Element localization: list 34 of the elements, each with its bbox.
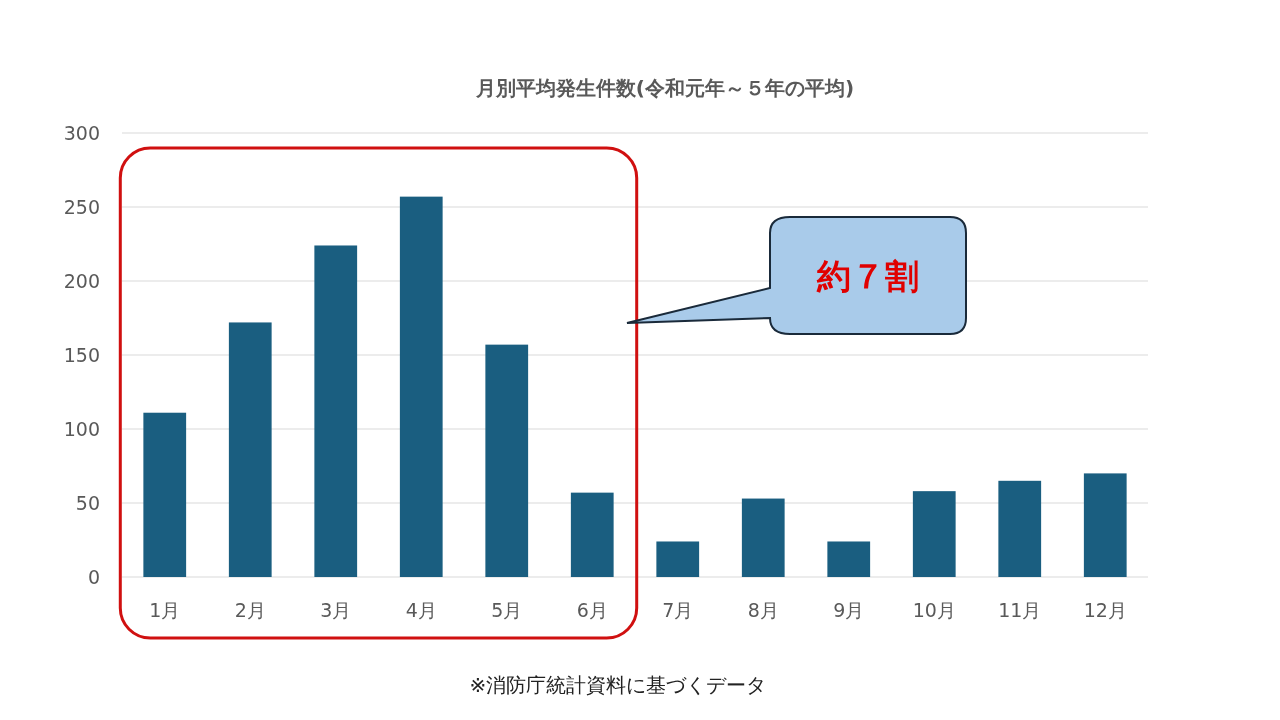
y-tick-label: 100: [63, 417, 100, 440]
bar: [912, 491, 956, 577]
y-tick-label: 300: [63, 121, 100, 144]
text: ※消防庁統計資料に基づくデータ: [469, 673, 767, 697]
x-tick-label: 8月: [747, 599, 779, 621]
bar: [228, 322, 272, 577]
x-tick-label: 12月: [1083, 599, 1127, 621]
x-tick-label: 11月: [998, 599, 1042, 621]
x-tick-label: 4月: [405, 599, 437, 621]
x-tick-label: 9月: [833, 599, 865, 621]
bar: [399, 196, 443, 577]
x-tick-label: 10月: [912, 599, 956, 621]
bar: [314, 245, 358, 577]
x-tick-label: 5月: [491, 599, 523, 621]
x-tick-label: 2月: [234, 599, 266, 621]
x-tick-label: 7月: [662, 599, 694, 621]
y-tick-label: 150: [63, 343, 100, 366]
bar: [741, 498, 785, 577]
bar: [827, 541, 871, 577]
chart-title: 月別平均発生件数(令和元年～５年の平均): [474, 76, 855, 100]
y-tick-label: 0: [87, 565, 100, 588]
bar: [570, 492, 614, 577]
x-tick-label: 3月: [320, 599, 352, 621]
annotation: 約７割: [816, 256, 919, 296]
y-tick-label: 50: [75, 491, 100, 514]
x-tick-label: 1月: [149, 599, 181, 621]
x-tick-label: 6月: [576, 599, 608, 621]
bar: [485, 344, 529, 577]
y-tick-label: 200: [63, 269, 100, 292]
bar: [998, 480, 1042, 577]
bar: [1083, 473, 1127, 577]
y-tick-label: 250: [63, 195, 100, 218]
bar: [656, 541, 700, 577]
bar: [143, 412, 187, 577]
